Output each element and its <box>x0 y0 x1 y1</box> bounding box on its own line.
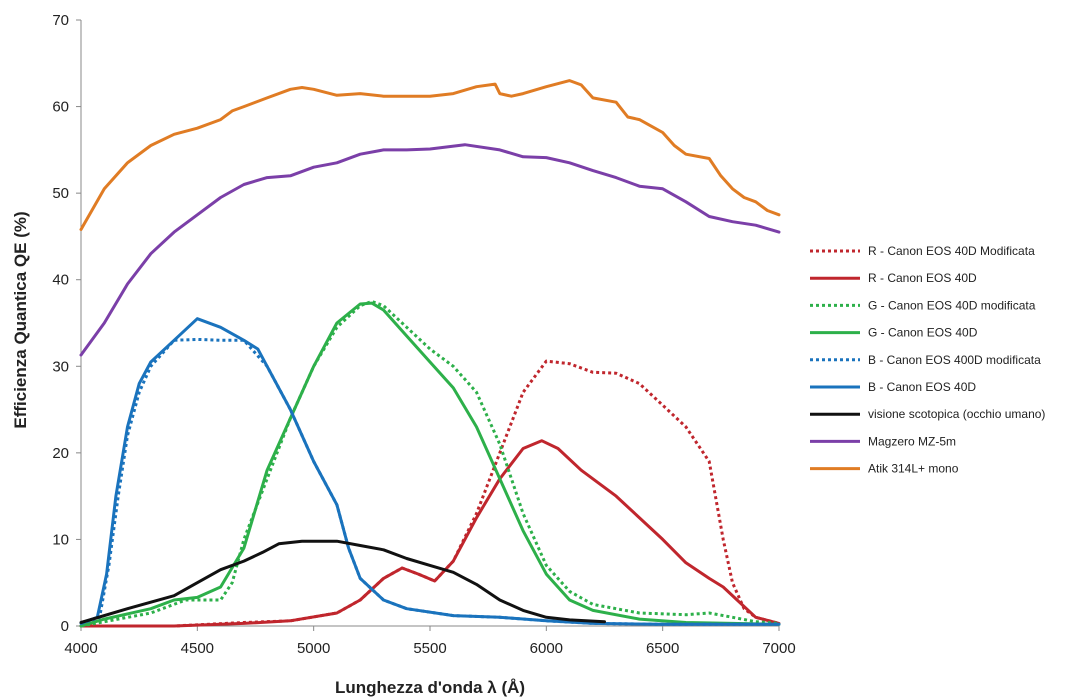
series-line <box>79 79 781 231</box>
x-tick-label: 5500 <box>413 640 446 657</box>
x-tick-label: 6500 <box>646 640 679 657</box>
series-line <box>79 301 781 628</box>
legend-label: B - Canon EOS 40D <box>868 380 976 394</box>
legend-label: B - Canon EOS 400D modificata <box>868 353 1041 367</box>
series-line <box>81 359 780 628</box>
legend: R - Canon EOS 40D Modificata R - Canon EO… <box>810 244 1045 476</box>
x-tick-label: 4000 <box>64 640 97 657</box>
series-line <box>79 539 606 624</box>
series-layer <box>79 79 781 628</box>
y-tick-label: 30 <box>52 358 69 375</box>
series-line <box>79 317 781 626</box>
legend-label: visione scotopica (occhio umano) <box>868 407 1045 421</box>
x-tick-label: 7000 <box>762 640 795 657</box>
legend-label: Atik 314L+ mono <box>868 462 959 476</box>
y-tick-label: 50 <box>52 185 69 202</box>
y-tick-label: 60 <box>52 99 69 116</box>
x-tick-label: 4500 <box>181 640 214 657</box>
y-tick-label: 10 <box>52 531 69 548</box>
legend-label: R - Canon EOS 40D <box>868 271 977 285</box>
y-axis-ticks: 0 10 20 30 40 50 60 70 <box>52 12 81 635</box>
x-axis-title: Lunghezza d'onda λ (Å) <box>335 678 525 697</box>
legend-label: G - Canon EOS 40D modificata <box>868 298 1036 312</box>
y-tick-label: 70 <box>52 12 69 29</box>
x-axis-ticks: 4000 4500 5000 5500 6000 6500 7000 <box>64 626 796 657</box>
series-line <box>80 337 779 626</box>
y-axis-title: Efficienza Quantica QE (%) <box>11 211 30 428</box>
series-line <box>80 299 780 628</box>
x-tick-label: 5000 <box>297 640 330 657</box>
x-tick-label: 6000 <box>530 640 563 657</box>
legend-label: R - Canon EOS 40D Modificata <box>868 244 1035 258</box>
series-line <box>79 143 781 357</box>
y-tick-label: 20 <box>52 445 69 462</box>
legend-label: Magzero MZ-5m <box>868 434 956 448</box>
y-tick-label: 0 <box>61 618 69 635</box>
y-tick-label: 40 <box>52 272 69 289</box>
legend-label: G - Canon EOS 40D <box>868 326 978 340</box>
